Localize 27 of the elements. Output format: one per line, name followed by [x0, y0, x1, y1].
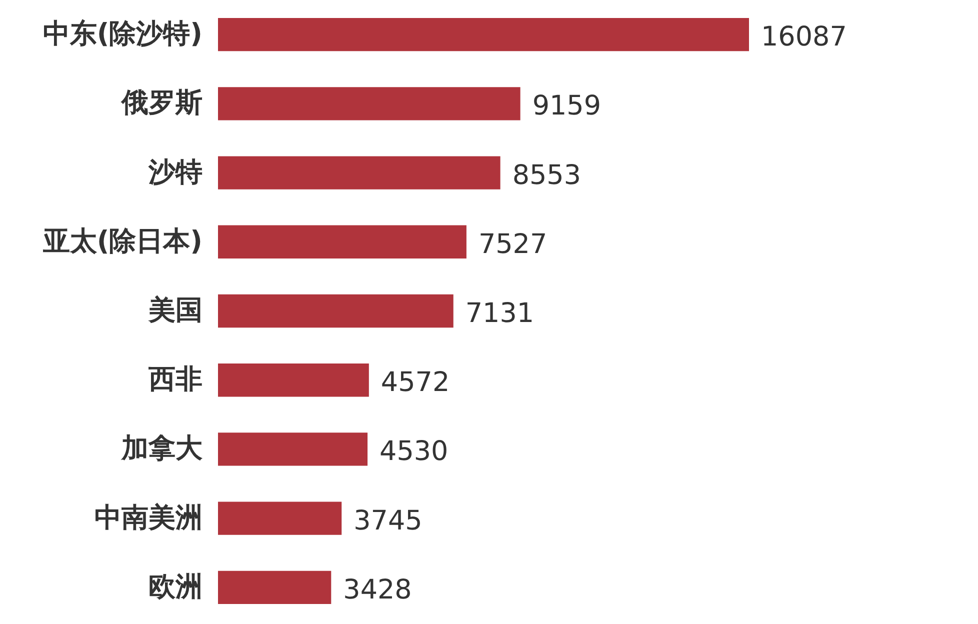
data-label: 7527	[478, 228, 548, 260]
data-label: 4530	[380, 436, 448, 468]
data-label: 9159	[532, 90, 602, 122]
bar	[218, 364, 369, 397]
y-tick-label: 中东(除沙特)	[42, 18, 202, 50]
y-tick-label: 加拿大	[120, 433, 204, 464]
y-tick-label: 亚太(除日本)	[42, 226, 202, 257]
data-label: 8553	[512, 160, 582, 191]
bar	[218, 502, 342, 535]
y-tick-label: 俄罗斯	[120, 88, 202, 119]
y-tick-label: 西非	[148, 364, 202, 396]
bar	[218, 225, 466, 258]
data-label: 3428	[343, 574, 412, 606]
bar	[218, 294, 454, 328]
y-tick-label: 沙特	[148, 156, 202, 188]
y-tick-label: 欧洲	[148, 571, 202, 602]
data-label: 7131	[465, 298, 534, 329]
bar	[218, 432, 368, 466]
bar	[218, 570, 332, 604]
bar	[218, 156, 500, 190]
y-tick-label: 中南美洲	[94, 502, 202, 534]
bar	[218, 18, 749, 52]
data-label: 4572	[380, 367, 450, 398]
data-label: 3745	[354, 505, 422, 536]
data-label: 16087	[761, 22, 847, 53]
bar	[218, 87, 520, 120]
y-tick-label: 美国	[148, 295, 202, 326]
